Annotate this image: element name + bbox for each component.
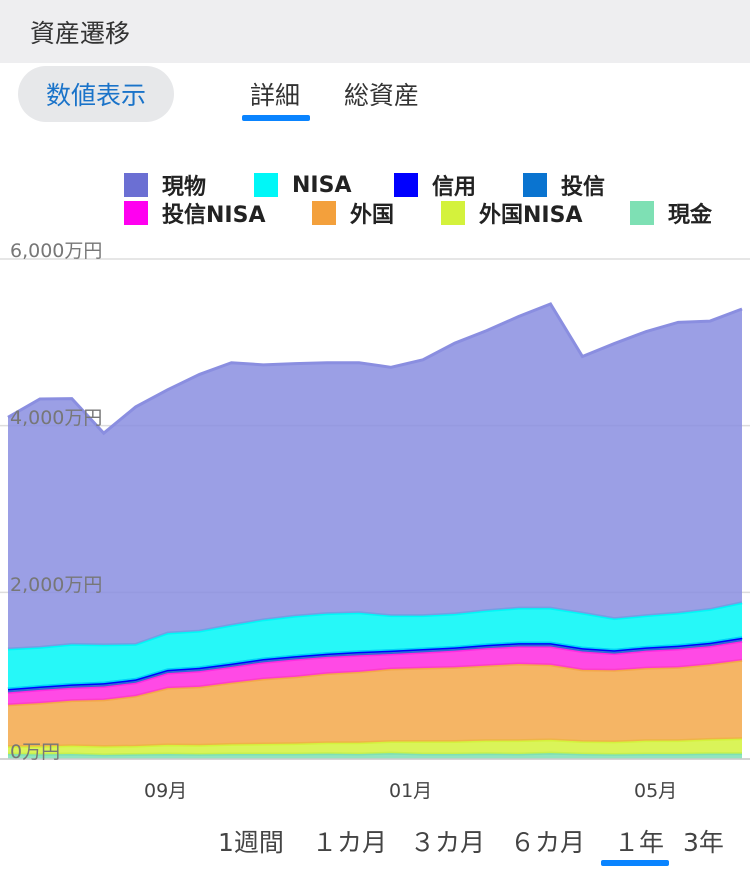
legend-label: 信用 — [432, 175, 477, 200]
legend-swatch — [254, 173, 278, 197]
range-1-month[interactable]: １カ月 — [312, 828, 388, 857]
legend-label: 現金 — [668, 203, 713, 228]
x-tick-label: 09月 — [144, 780, 188, 802]
active-tab-indicator — [242, 115, 310, 121]
legend-swatch — [312, 201, 336, 225]
legend-item-toshin: 投信 — [523, 172, 606, 200]
series-area — [8, 602, 742, 689]
legend-item-shinyo: 信用 — [394, 172, 477, 200]
series-area — [8, 637, 742, 693]
series-area — [8, 641, 742, 705]
legend-item-genbutsu: 現物 — [124, 172, 207, 200]
legend-swatch — [441, 201, 465, 225]
series-line — [7, 751, 742, 757]
legend-label: 投信NISA — [162, 203, 266, 228]
tab-total-assets[interactable]: 総資産 — [344, 81, 420, 110]
series-area — [8, 304, 742, 649]
legend-swatch — [124, 173, 148, 197]
legend-item-gaikoku: 外国 — [312, 200, 395, 228]
page-title: 資産遷移 — [30, 19, 131, 48]
numeric-display-toggle[interactable]: 数値表示 — [18, 66, 174, 122]
series-area — [8, 738, 742, 755]
legend-label: 外国NISA — [479, 203, 583, 228]
range-3-years[interactable]: 3年 — [683, 828, 724, 857]
legend-item-gaikoku-nisa: 外国NISA — [441, 200, 583, 228]
legend-item-nisa: NISA — [254, 172, 351, 198]
active-range-indicator — [601, 860, 669, 866]
y-tick-label: 2,000万円 — [10, 574, 103, 596]
legend-label: NISA — [292, 172, 352, 198]
series-line — [7, 302, 743, 436]
tab-detail[interactable]: 詳細 — [250, 81, 301, 110]
x-tick-label: 05月 — [634, 780, 678, 802]
y-tick-label: 4,000万円 — [10, 407, 103, 429]
range-1-week[interactable]: 1週間 — [218, 828, 284, 857]
y-tick-label: 6,000万円 — [10, 240, 103, 262]
series-area — [8, 660, 742, 747]
range-1-year[interactable]: １年 — [614, 828, 665, 857]
y-tick-label: 0万円 — [10, 741, 61, 763]
legend-swatch — [523, 173, 547, 197]
legend-label: 外国 — [350, 203, 395, 228]
legend-item-toshin-nisa: 投信NISA — [124, 200, 266, 228]
legend-label: 投信 — [561, 175, 606, 200]
legend-swatch — [124, 201, 148, 225]
range-6-months[interactable]: ６カ月 — [510, 828, 586, 857]
header-bar: 資産遷移 — [0, 0, 750, 63]
legend-item-genkin: 現金 — [630, 200, 713, 228]
legend-swatch — [394, 173, 418, 197]
legend-label: 現物 — [162, 175, 207, 200]
legend-swatch — [630, 201, 654, 225]
x-tick-label: 01月 — [389, 780, 433, 802]
range-3-months[interactable]: ３カ月 — [410, 828, 486, 857]
stacked-area-chart — [0, 258, 750, 760]
